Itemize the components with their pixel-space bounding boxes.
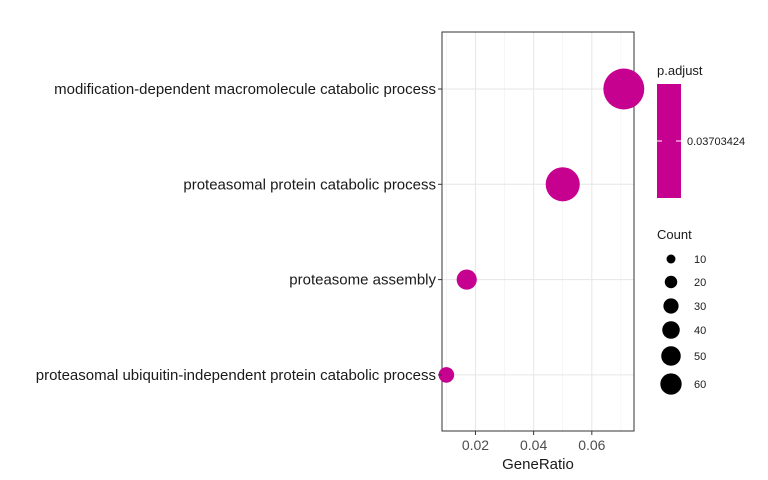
size-legend-key [666,254,676,264]
data-point [545,167,580,202]
x-axis-title: GeneRatio [502,456,574,473]
size-legend-label: 50 [694,351,706,363]
x-axis: 0.02 0.04 0.06 [462,431,606,453]
data-point [456,269,477,290]
y-tick-label: modification-dependent macromolecule cat… [54,81,436,98]
size-legend-key [664,275,678,289]
major-gridlines [442,32,634,431]
color-legend-title: p.adjust [657,63,703,78]
data-points [438,68,645,383]
size-legend: Count 10 20 30 40 50 60 [657,227,706,395]
size-legend-key [663,298,679,314]
size-legend-key [660,373,682,395]
size-legend-label: 20 [694,277,706,289]
size-legend-label: 10 [694,254,706,266]
size-legend-label: 30 [694,301,706,313]
y-tick-label: proteasomal protein catabolic process [183,176,436,193]
size-legend-key [661,346,681,366]
color-legend-label: 0.03703424 [687,136,745,148]
size-legend-label: 40 [694,325,706,337]
plot-panel-border [441,31,635,432]
y-tick-label: proteasome assembly [289,272,436,289]
x-tick-label: 0.04 [520,437,547,453]
color-legend: p.adjust 0.03703424 [657,63,745,198]
x-tick-label: 0.02 [462,437,489,453]
size-legend-title: Count [657,227,692,242]
size-legend-label: 60 [694,379,706,391]
x-tick-label: 0.06 [578,437,605,453]
data-point [438,367,455,383]
data-point [603,68,645,110]
y-axis: modification-dependent macromolecule cat… [36,81,442,384]
y-tick-label: proteasomal ubiquitin-independent protei… [36,367,436,384]
size-legend-key [662,321,680,339]
